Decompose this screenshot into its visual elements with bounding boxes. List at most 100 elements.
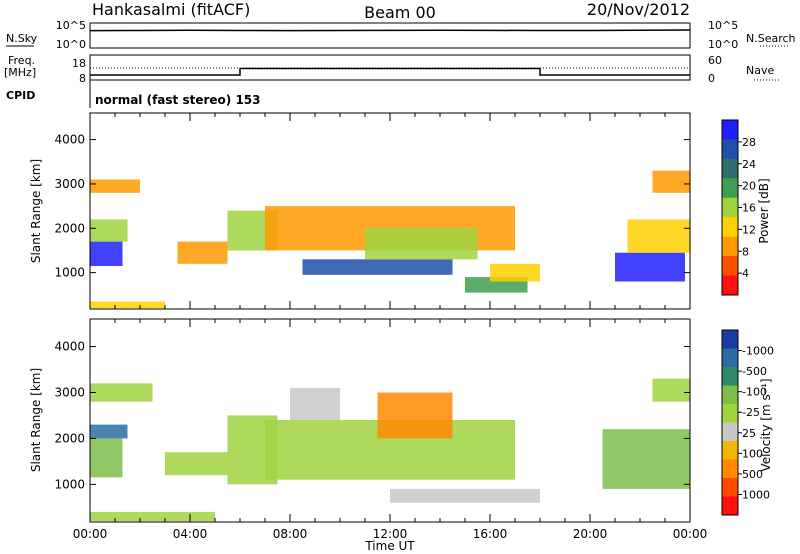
colorbar-swatch — [722, 178, 738, 199]
colorbar-tick-label: 25 — [742, 427, 756, 440]
x-tick-label: 00:00 — [673, 527, 708, 541]
noise-tick-low: 10^0 — [56, 38, 86, 51]
scatter-region — [627, 219, 690, 253]
scatter-region — [90, 511, 215, 522]
scatter-region — [90, 424, 128, 439]
colorbar-swatch — [722, 275, 738, 296]
nave-tick-high: 60 — [708, 54, 722, 67]
scatter-region — [165, 452, 228, 476]
y-tick-label: 1000 — [54, 477, 85, 491]
colorbar-swatch — [722, 217, 738, 238]
x-tick-label: 00:00 — [73, 527, 108, 541]
colorbar-tick-label: -25 — [742, 406, 760, 419]
colorbar-tick-label: 20 — [742, 180, 756, 193]
noise-tick-high: 10^5 — [56, 19, 86, 32]
colorbar-swatch — [722, 459, 738, 479]
noise-tick-low-right: 10^0 — [708, 38, 738, 51]
noise-panel: N.Sky 10^5 10^0 10^5 10^0 N.Search — [6, 19, 796, 51]
beam-label: Beam 00 — [364, 3, 436, 22]
freq-label: Freq. — [8, 54, 35, 67]
power-heatmap — [90, 170, 690, 309]
power-ylabel: Slant Range [km] — [29, 159, 43, 263]
noise-series-line — [89, 29, 691, 32]
y-tick-label: 4000 — [54, 340, 85, 354]
colorbar-swatch — [722, 441, 738, 460]
colorbar-tick-label: 1000 — [742, 488, 770, 501]
colorbar-frame — [721, 329, 739, 516]
colorbar-tick-label: 16 — [742, 202, 756, 215]
scatter-region — [490, 263, 540, 282]
scatter-region — [615, 252, 685, 282]
colorbar-swatch — [722, 385, 738, 405]
scatter-region — [652, 378, 690, 402]
scatter-region — [90, 241, 123, 266]
scatter-region — [90, 219, 128, 242]
colorbar-tick-label: 24 — [742, 158, 756, 171]
y-tick-label: 3000 — [54, 177, 85, 191]
scatter-region — [602, 429, 690, 489]
colorbar-swatch — [722, 236, 738, 257]
scatter-region — [290, 387, 340, 420]
scatter-region — [390, 488, 465, 503]
scatter-region — [302, 259, 453, 275]
scatter-region — [90, 383, 153, 402]
colorbar-swatch — [722, 197, 738, 218]
x-tick-label: 12:00 — [373, 527, 408, 541]
colorbar-swatch — [722, 139, 738, 160]
colorbar-swatch — [722, 256, 738, 276]
velocity-heatmap — [90, 378, 690, 522]
freq-panel: Freq. [MHz] 18 8 60 0 Nave — [4, 54, 780, 85]
scatter-region — [90, 301, 165, 309]
y-tick-label: 3000 — [54, 385, 85, 399]
power-colorbar: 28 24 20 16 12 8 4 — [721, 119, 756, 296]
colorbar-swatch — [722, 404, 738, 423]
x-tick-label: 20:00 — [573, 527, 608, 541]
scatter-region — [177, 241, 228, 264]
noise-tick-high-right: 10^5 — [708, 19, 738, 32]
colorbar-swatch — [722, 348, 738, 368]
y-tick-label: 2000 — [54, 221, 85, 235]
power-y-ticks: 1000 2000 3000 4000 — [54, 133, 690, 280]
colorbar-tick-label: 100 — [742, 447, 763, 460]
x-tick-labels: 00:00 04:00 08:00 12:00 16:00 20:00 00:00 — [73, 527, 708, 541]
scatter-region — [377, 392, 453, 439]
colorbar-swatch — [722, 120, 738, 140]
freq-unit-label: [MHz] — [4, 66, 36, 79]
cpid-label: CPID — [6, 89, 35, 102]
colorbar-tick-label: -1000 — [742, 345, 774, 358]
freq-tick-low: 8 — [79, 72, 86, 85]
nave-label: Nave — [746, 64, 774, 77]
power-panel: 1000 2000 3000 4000 Slant Range [km] — [29, 112, 691, 310]
colorbar-tick-label: 8 — [742, 245, 749, 258]
nsky-label: N.Sky — [6, 32, 38, 45]
colorbar-tick-label: 4 — [742, 267, 749, 280]
x-tick-label: 16:00 — [473, 527, 508, 541]
colorbar-tick-label: 500 — [742, 468, 763, 481]
colorbar-swatch — [722, 496, 738, 516]
velocity-x-ticks — [89, 319, 691, 522]
scatter-region — [365, 228, 478, 260]
velocity-panel: 1000 2000 3000 4000 Slant Range [km] — [29, 318, 691, 523]
cpid-value: normal (fast stereo) 153 — [95, 93, 261, 107]
colorbar-swatch — [722, 367, 738, 386]
nsearch-label: N.Search — [746, 32, 796, 45]
scatter-region — [90, 179, 140, 193]
nave-tick-low: 0 — [708, 72, 715, 85]
power-colorbar-label: Power [dB] — [757, 178, 771, 243]
colorbar-swatch — [722, 330, 738, 349]
colorbar-tick-label: 12 — [742, 223, 756, 236]
velocity-colorbar-label: Velocity [m s⁻¹] — [759, 378, 773, 471]
y-tick-label: 2000 — [54, 431, 85, 445]
x-tick-label: 08:00 — [273, 527, 308, 541]
y-tick-label: 1000 — [54, 266, 85, 280]
colorbar-tick-label: 28 — [742, 136, 756, 149]
velocity-y-ticks: 1000 2000 3000 4000 — [54, 340, 690, 491]
x-tick-label: 04:00 — [173, 527, 208, 541]
colorbar-swatch — [722, 478, 738, 497]
colorbar-tick-label: -100 — [742, 386, 767, 399]
colorbar-swatch — [722, 422, 738, 442]
station-title: Hankasalmi (fitACF) — [92, 0, 250, 19]
power-x-ticks — [89, 113, 691, 309]
scatter-region — [90, 438, 123, 478]
y-tick-label: 4000 — [54, 133, 85, 147]
